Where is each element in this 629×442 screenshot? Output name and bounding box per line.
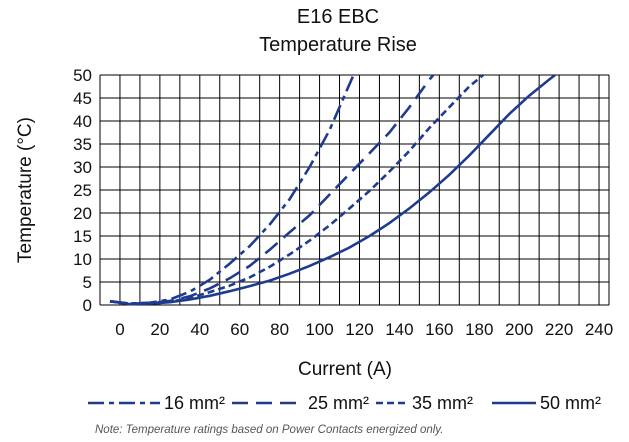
legend-label: 25 mm² bbox=[308, 393, 369, 413]
legend-label: 50 mm² bbox=[540, 393, 601, 413]
legend: 16 mm² 25 mm² 35 mm² 50 mm² bbox=[88, 393, 601, 413]
x-tick-label: 240 bbox=[585, 320, 613, 339]
y-tick-label: 35 bbox=[73, 135, 92, 154]
x-tick-label: 220 bbox=[545, 320, 573, 339]
y-tick-label: 10 bbox=[73, 250, 92, 269]
y-axis-ticks: 0 5 10 15 20 25 30 35 40 45 50 bbox=[73, 66, 92, 315]
x-tick-label: 120 bbox=[345, 320, 373, 339]
x-tick-label: 160 bbox=[425, 320, 453, 339]
series-lines bbox=[109, 73, 556, 306]
x-tick-label: 40 bbox=[190, 320, 209, 339]
y-tick-label: 30 bbox=[73, 158, 92, 177]
y-tick-label: 25 bbox=[73, 181, 92, 200]
series-line bbox=[109, 74, 435, 305]
y-tick-label: 40 bbox=[73, 112, 92, 131]
y-tick-label: 45 bbox=[73, 89, 92, 108]
legend-label: 35 mm² bbox=[412, 393, 473, 413]
footnote: Note: Temperature ratings based on Power… bbox=[95, 424, 443, 436]
y-tick-label: 0 bbox=[83, 296, 92, 315]
x-tick-label: 140 bbox=[385, 320, 413, 339]
chart-subtitle: Temperature Rise bbox=[259, 34, 417, 56]
x-tick-label: 80 bbox=[270, 320, 289, 339]
x-tick-label: 200 bbox=[505, 320, 533, 339]
x-axis-ticks: 0 20 40 60 80 100 120 140 160 180 200 220 240 bbox=[115, 320, 613, 339]
x-tick-label: 20 bbox=[150, 320, 169, 339]
y-tick-label: 15 bbox=[73, 227, 92, 246]
legend-label: 16 mm² bbox=[164, 393, 225, 413]
y-tick-label: 20 bbox=[73, 204, 92, 223]
x-tick-label: 180 bbox=[465, 320, 493, 339]
grid bbox=[99, 74, 610, 306]
series-line bbox=[109, 73, 485, 305]
x-axis-label: Current (A) bbox=[298, 359, 392, 380]
y-tick-label: 5 bbox=[83, 273, 92, 292]
x-tick-label: 60 bbox=[230, 320, 249, 339]
chart-title: E16 EBC bbox=[297, 6, 379, 28]
series-line bbox=[109, 73, 556, 306]
x-tick-label: 100 bbox=[305, 320, 333, 339]
y-tick-label: 50 bbox=[73, 66, 92, 85]
x-tick-label: 0 bbox=[115, 320, 124, 339]
series-line bbox=[109, 74, 355, 305]
y-axis-label: Temperature (°C) bbox=[15, 117, 36, 263]
